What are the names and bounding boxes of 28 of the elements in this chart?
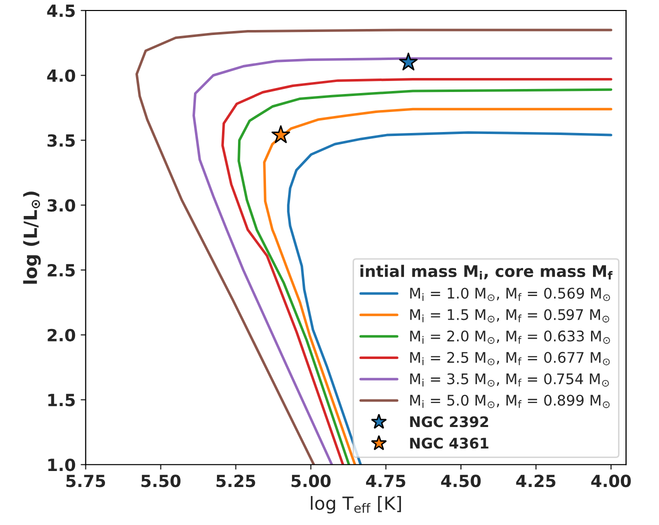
legend-label: M$_{i}$ = 1.5 M$_{⊙}$, M$_{f}$ = 0.597 M$_{⊙}$ (410, 309, 610, 322)
y-tick-label: 3.0 (48, 199, 76, 212)
legend-label: M$_{i}$ = 3.5 M$_{⊙}$, M$_{f}$ = 0.754 M$_{⊙}$ (410, 373, 609, 387)
line-series (135, 28, 612, 465)
y-tick-label: 4.5 (47, 4, 75, 18)
x-tick-label: 4.00 (591, 474, 631, 488)
y-tick-label: 1.0 (48, 458, 76, 472)
y-tick-label: 2.0 (48, 328, 76, 342)
legend-label: M$_{i}$ = 1.0 M$_{⊙}$, M$_{f}$ = 0.569 M$_{⊙}$ (410, 288, 610, 302)
legend-label: NGC 4361 (410, 438, 488, 449)
x-tick-label: 4.75 (366, 474, 406, 488)
y-tick-label: 1.5 (48, 394, 75, 406)
legend-label: NGC 2392 (410, 416, 488, 428)
x-tick-label: 5.25 (216, 474, 256, 488)
x-tick-label: 5.00 (292, 474, 331, 488)
x-axis-title: log T$_{eff}$ [K] (310, 496, 401, 514)
legend-label: M$_{i}$ = 2.0 M$_{⊙}$, M$_{f}$ = 0.633 M$_{⊙}$ (410, 330, 610, 344)
y-tick-label: 3.5 (48, 134, 75, 147)
legend-label: M$_{i}$ = 2.5 M$_{⊙}$, M$_{f}$ = 0.677 M$_{⊙}$ (410, 352, 610, 366)
x-tick-label: 5.50 (141, 474, 180, 488)
y-tick-label: 4.0 (47, 69, 76, 82)
legend-title: intial mass M$_{i}$, core mass M$_{f}$ (360, 264, 613, 280)
y-tick-label: 2.5 (48, 264, 75, 277)
y-axis-title: log (L/L$_{⊙}$) (23, 192, 41, 284)
legend-label: M$_{i}$ = 5.0 M$_{⊙}$, M$_{f}$ = 0.899 M$_{⊙}$ (410, 394, 610, 408)
x-tick-label: 4.25 (516, 474, 556, 488)
x-tick-label: 5.75 (66, 474, 106, 488)
x-tick-label: 4.50 (441, 474, 481, 488)
